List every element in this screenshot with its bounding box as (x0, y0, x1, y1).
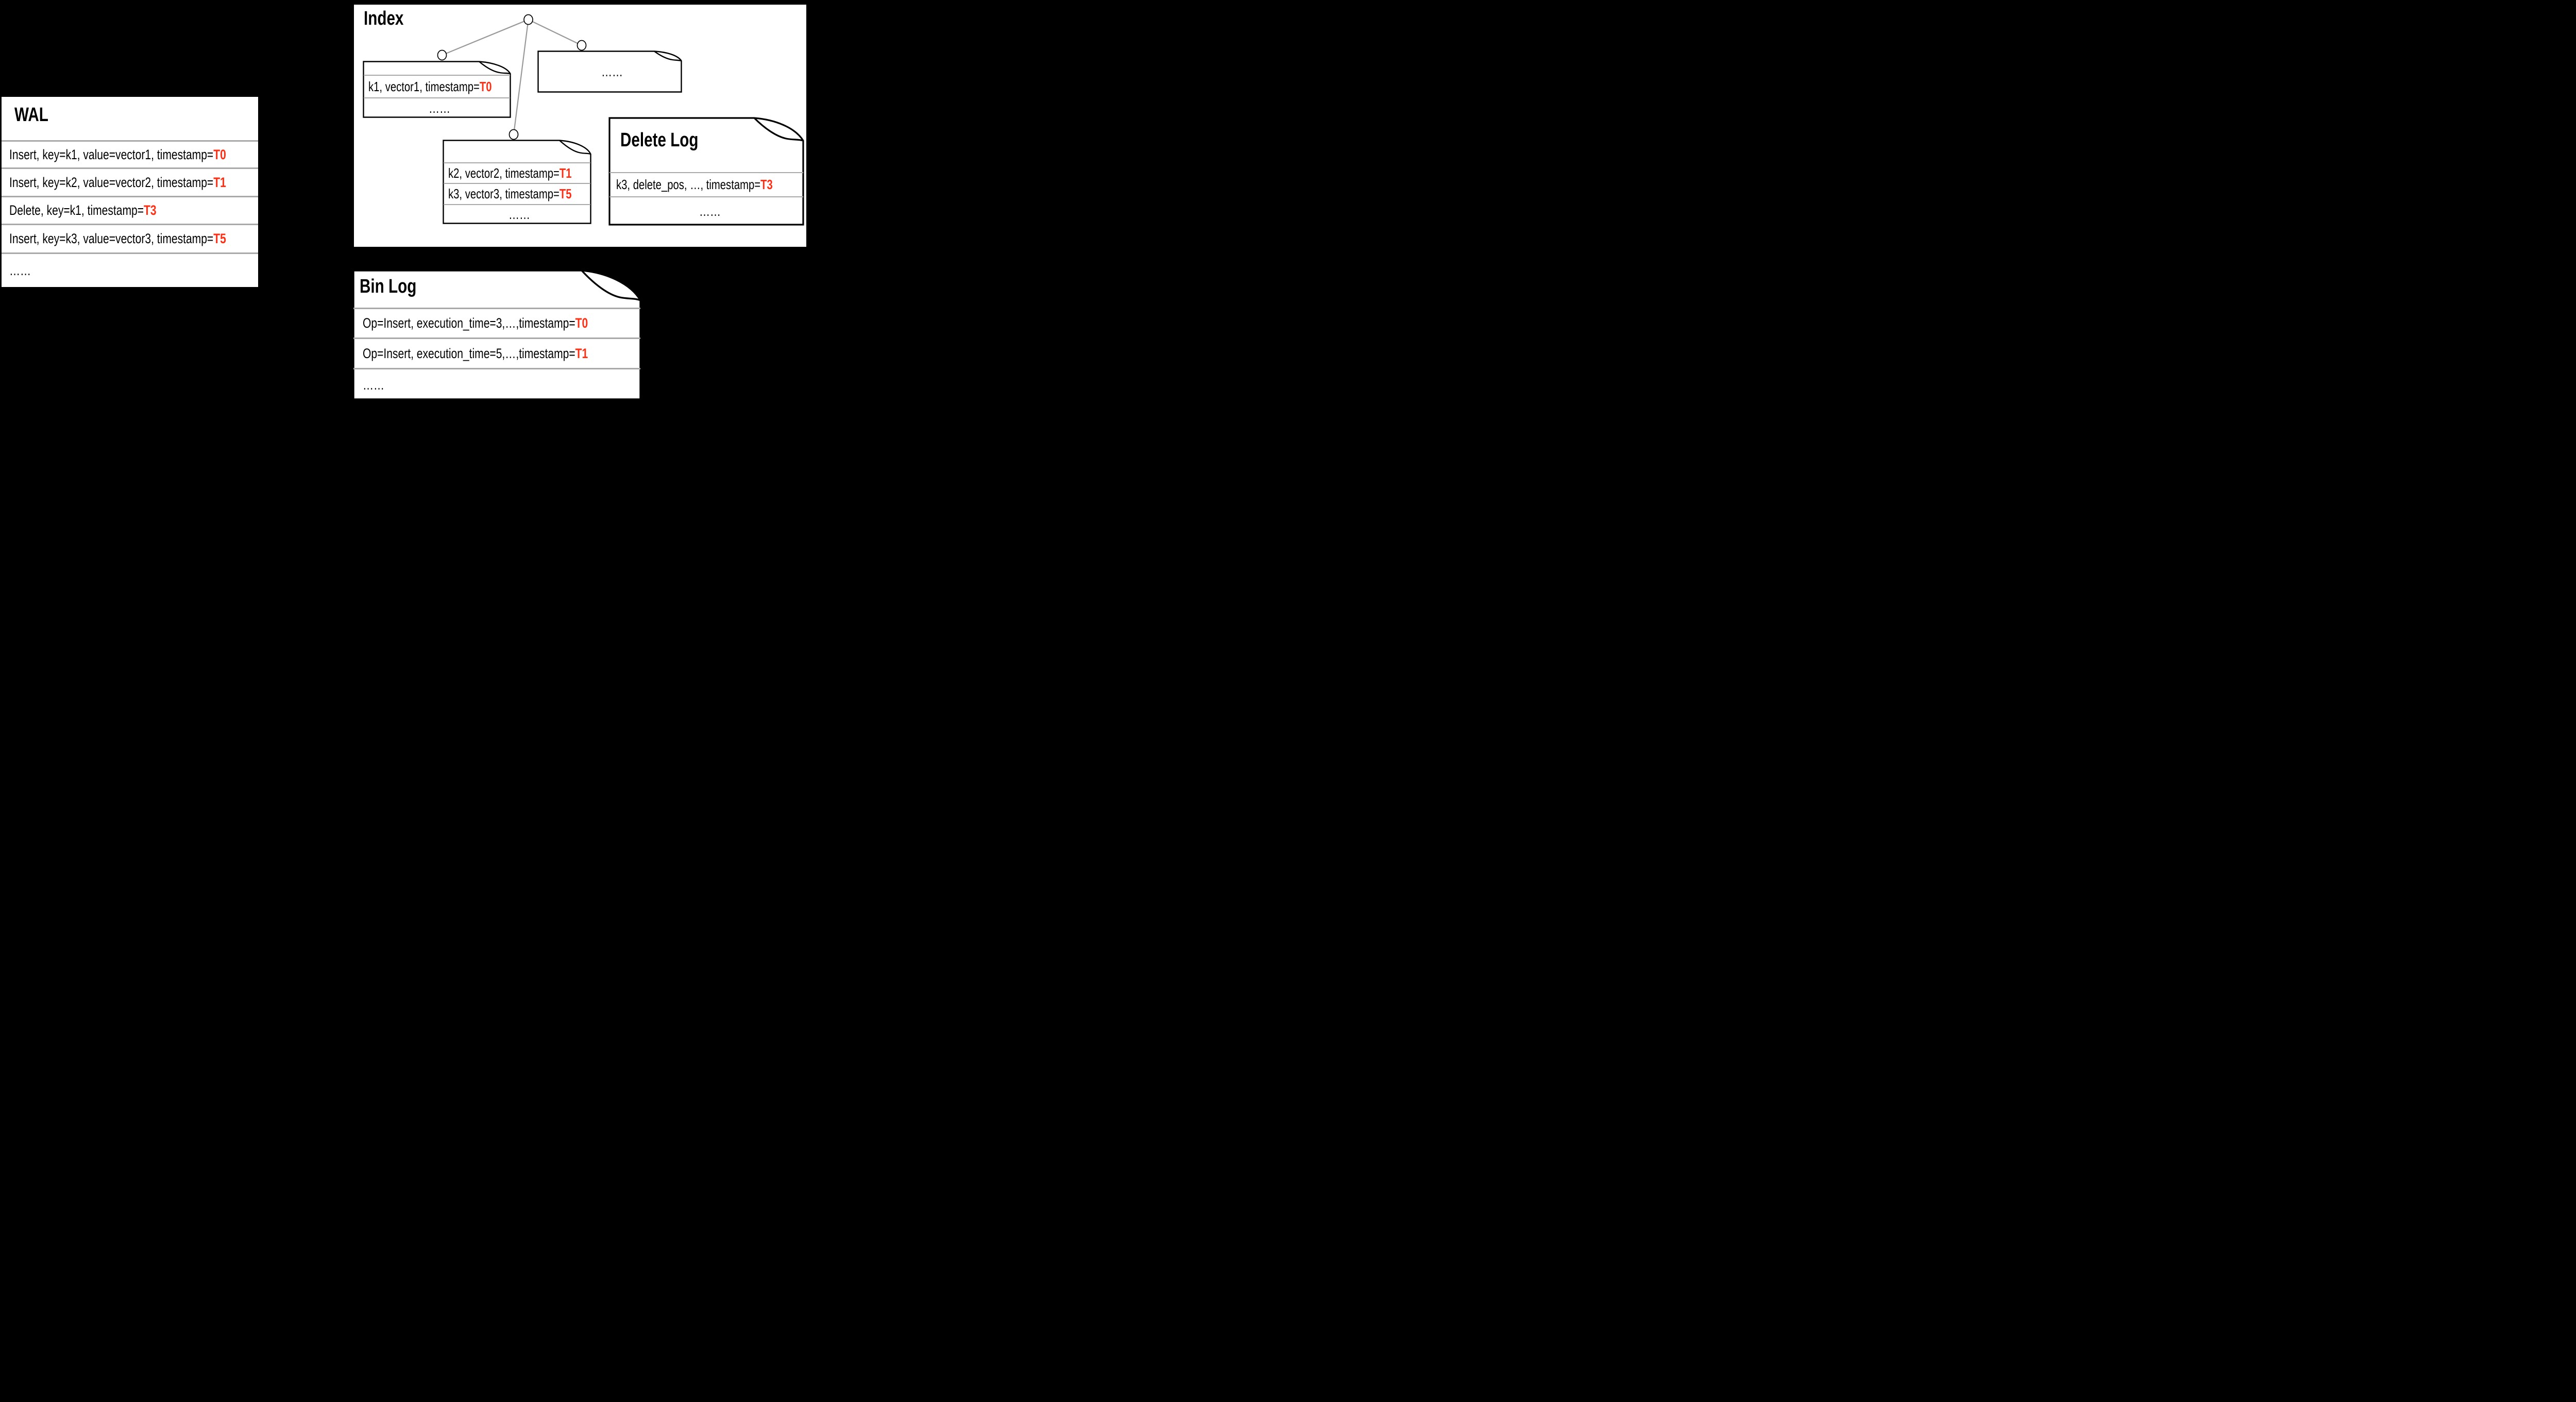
tree-edge-root-left (442, 19, 529, 56)
bin-log-file: Bin Log Op=Insert, execution_time=3,…,ti… (352, 269, 641, 400)
wal-row-insert-k1: Insert, key=k1, value=vector1, timestamp… (2, 140, 258, 167)
timestamp-t5: T5 (559, 186, 572, 201)
tree-edge-root-middle (513, 19, 529, 135)
index-tree (437, 14, 587, 140)
index-segment-file-1: k1, vector1, timestamp=T0 …… (363, 61, 511, 118)
timestamp-t1: T1 (575, 345, 588, 361)
index-title: Index (364, 8, 404, 29)
wal-row-insert-k3: Insert, key=k3, value=vector3, timestamp… (2, 224, 258, 252)
timestamp-t0: T0 (213, 146, 226, 162)
segment3-row-k3: k3, vector3, timestamp=T5 (444, 183, 590, 204)
tree-edge-root-right (528, 19, 582, 46)
segment1-row-ellipsis: …… (364, 97, 510, 118)
delete-log-title: Delete Log (620, 129, 699, 151)
wal-row-ellipsis: …… (2, 252, 258, 287)
segment1-row-k1: k1, vector1, timestamp=T0 (364, 75, 510, 97)
index-panel: Index k1, vector1, timestamp=T0 (354, 5, 806, 247)
timestamp-t3: T3 (760, 177, 773, 192)
index-segment-file-2: …… (537, 50, 682, 93)
index-segment-file-3: k2, vector2, timestamp=T1 k3, vector3, t… (443, 140, 591, 224)
diagram-canvas: WAL Insert, key=k1, value=vector1, times… (0, 0, 808, 402)
delete-log-row-ellipsis: …… (609, 196, 803, 226)
bin-log-row-1: Op=Insert, execution_time=3,…,timestamp=… (353, 308, 640, 337)
page-fold-icon (352, 269, 641, 400)
timestamp-t5: T5 (213, 231, 226, 246)
bin-log-title: Bin Log (360, 276, 417, 297)
tree-middle-node (509, 129, 519, 140)
wal-row-insert-k2: Insert, key=k2, value=vector2, timestamp… (2, 167, 258, 196)
wal-row-delete-k1: Delete, key=k1, timestamp=T3 (2, 196, 258, 224)
page-fold-icon (537, 50, 682, 93)
page-fold-icon (608, 117, 804, 226)
tree-right-node (577, 40, 587, 51)
segment2-row-ellipsis: …… (601, 63, 623, 79)
wal-table: WAL Insert, key=k1, value=vector1, times… (2, 97, 258, 287)
tree-root-node (523, 14, 533, 25)
bin-log-row-2: Op=Insert, execution_time=5,…,timestamp=… (353, 337, 640, 368)
segment3-row-ellipsis: …… (444, 204, 590, 224)
page-fold-icon (443, 140, 591, 224)
bin-log-row-ellipsis: …… (353, 368, 640, 400)
wal-title: WAL (14, 104, 48, 126)
delete-log-row-k3: k3, delete_pos, …, timestamp=T3 (609, 172, 803, 196)
segment3-row-k2: k2, vector2, timestamp=T1 (444, 162, 590, 183)
timestamp-t0: T0 (575, 315, 588, 331)
timestamp-t3: T3 (144, 202, 157, 218)
tree-left-node (437, 49, 447, 61)
timestamp-t1: T1 (559, 165, 572, 181)
timestamp-t1: T1 (213, 174, 226, 190)
delete-log-file: Delete Log k3, delete_pos, …, timestamp=… (608, 117, 804, 226)
timestamp-t0: T0 (479, 78, 492, 94)
